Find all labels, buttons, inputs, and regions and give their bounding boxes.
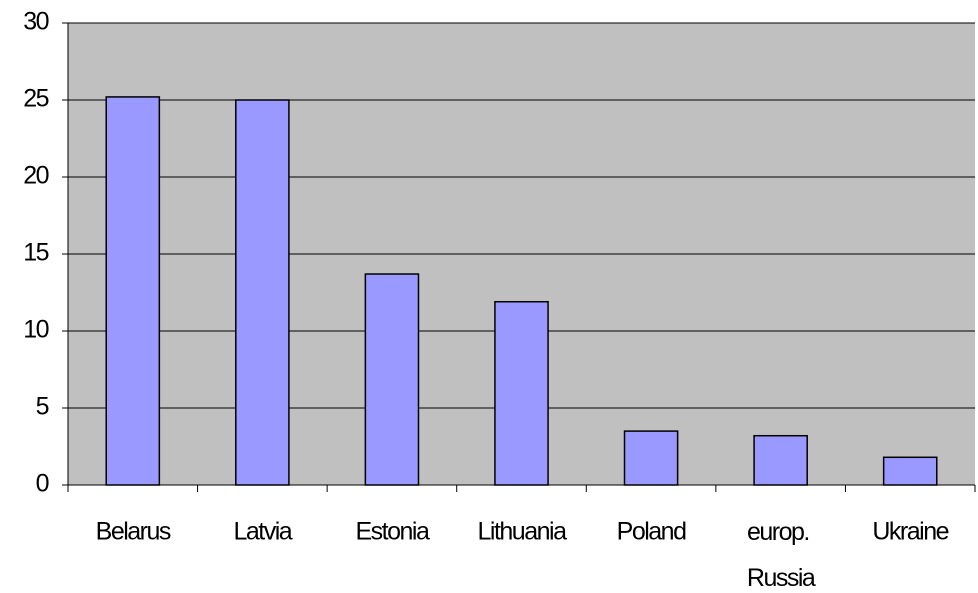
x-tick-label: Estonia bbox=[355, 518, 429, 546]
y-tick-label: 10 bbox=[23, 316, 48, 344]
x-tick-label: Ukraine bbox=[872, 518, 948, 546]
bar bbox=[494, 300, 549, 486]
bar bbox=[882, 456, 938, 486]
y-tick-label: 15 bbox=[23, 239, 48, 267]
bar bbox=[364, 273, 420, 486]
x-tick-label: Latvia bbox=[233, 518, 292, 546]
y-tick-label: 25 bbox=[23, 85, 48, 113]
y-tick-label: 5 bbox=[36, 393, 49, 421]
x-tick-label: Lithuania bbox=[478, 518, 568, 546]
x-tick-label: europ. Russia bbox=[747, 518, 816, 592]
bar bbox=[623, 430, 679, 486]
x-tick-label: Belarus bbox=[96, 518, 171, 546]
y-tick-label: 20 bbox=[23, 162, 48, 190]
bar bbox=[235, 99, 290, 486]
y-tick-label: 30 bbox=[23, 8, 48, 36]
bar bbox=[753, 434, 808, 486]
y-tick-label: 0 bbox=[36, 470, 49, 498]
bar bbox=[105, 96, 161, 486]
x-tick-label: Poland bbox=[617, 518, 686, 546]
